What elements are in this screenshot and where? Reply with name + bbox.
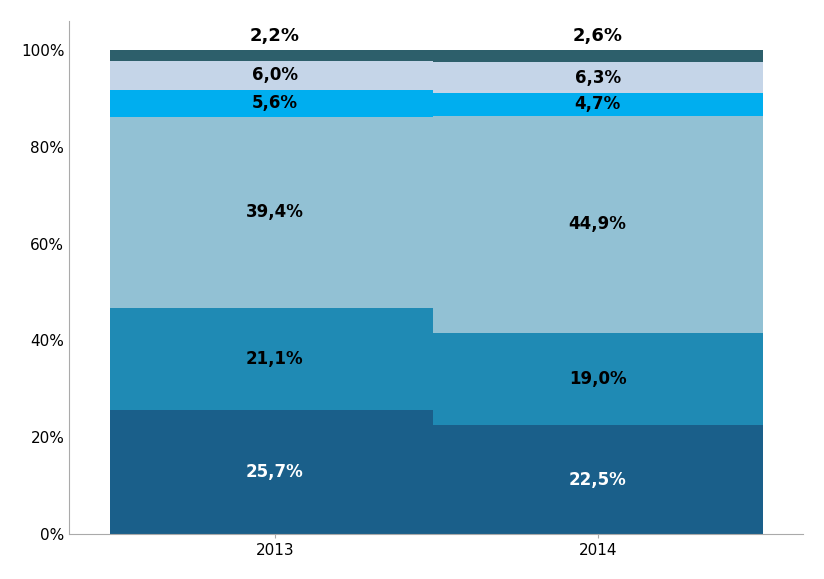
Bar — [433, 93, 763, 116]
Bar — [110, 61, 440, 90]
Bar — [110, 50, 440, 61]
Text: 6,3%: 6,3% — [574, 69, 620, 87]
Bar — [433, 333, 763, 425]
Text: 19,0%: 19,0% — [569, 370, 626, 388]
Bar — [433, 63, 763, 93]
Text: 2,2%: 2,2% — [250, 27, 300, 45]
Text: 5,6%: 5,6% — [251, 94, 297, 112]
Bar — [110, 307, 440, 410]
Bar — [433, 50, 763, 63]
Text: 6,0%: 6,0% — [251, 66, 297, 84]
Text: 21,1%: 21,1% — [246, 350, 303, 368]
Text: 4,7%: 4,7% — [574, 96, 620, 113]
Text: 44,9%: 44,9% — [569, 215, 626, 233]
Bar — [433, 425, 763, 534]
Text: 25,7%: 25,7% — [246, 463, 303, 481]
Bar — [110, 90, 440, 117]
Text: 22,5%: 22,5% — [569, 471, 626, 489]
Bar — [110, 117, 440, 307]
Text: 39,4%: 39,4% — [246, 203, 304, 221]
Bar — [433, 116, 763, 333]
Text: 2,6%: 2,6% — [573, 27, 623, 45]
Bar — [110, 410, 440, 534]
